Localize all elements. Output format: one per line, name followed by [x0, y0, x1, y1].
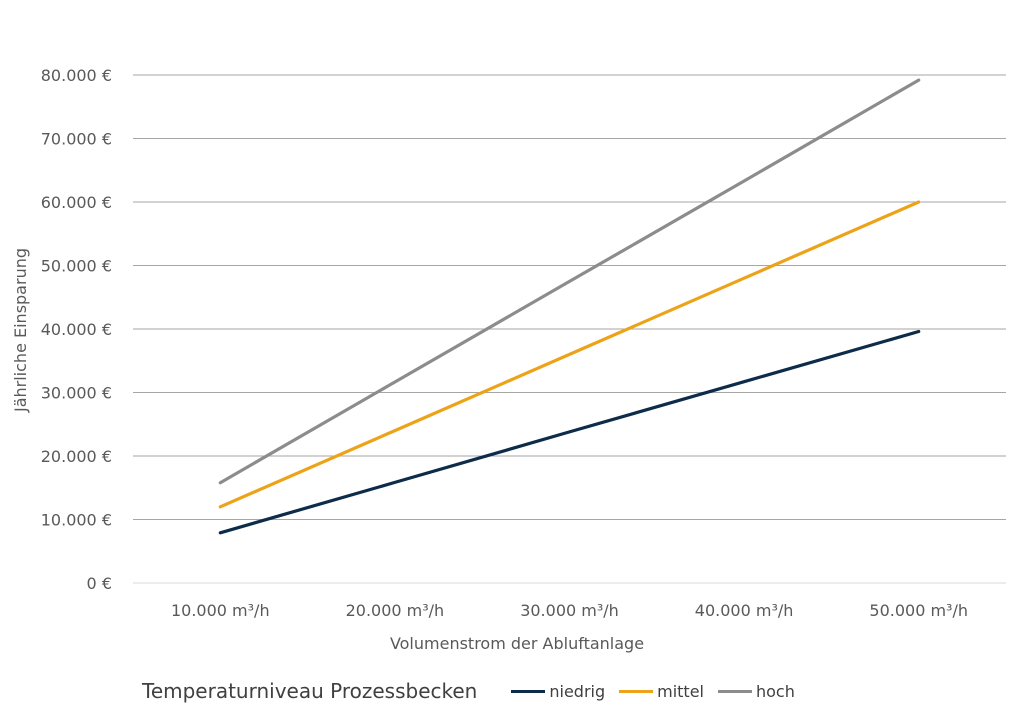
- series-line-niedrig: [218, 329, 921, 535]
- series-line-hoch: [218, 78, 921, 485]
- legend: Temperaturniveau Prozessbecken niedrig m…: [142, 676, 809, 706]
- y-tick-label: 60.000 €: [41, 193, 112, 212]
- x-axis-ticks: 10.000 m³/h 20.000 m³/h 30.000 m³/h 40.000 …: [171, 601, 968, 620]
- legend-label-hoch: hoch: [756, 681, 795, 701]
- y-tick-label: 70.000 €: [41, 130, 112, 149]
- y-tick-label: 50.000 €: [41, 257, 112, 276]
- y-axis-title: Jährliche Einsparung: [11, 248, 30, 413]
- x-tick-label: 40.000 m³/h: [695, 601, 794, 620]
- x-tick-label: 30.000 m³/h: [520, 601, 619, 620]
- legend-item-hoch: hoch: [718, 682, 795, 701]
- y-tick-label: 30.000 €: [41, 384, 112, 403]
- x-tick-label: 50.000 m³/h: [869, 601, 968, 620]
- legend-swatch-niedrig: [511, 689, 546, 693]
- y-tick-label: 10.000 €: [41, 511, 112, 530]
- legend-swatch-mittel: [619, 689, 654, 693]
- series-lines: [218, 78, 921, 535]
- legend-label-niedrig: niedrig: [549, 681, 606, 701]
- y-tick-label: 20.000 €: [41, 447, 112, 466]
- gridlines: [133, 74, 1006, 584]
- series-line-mittel: [218, 200, 921, 509]
- legend-label-mittel: mittel: [657, 681, 704, 701]
- x-axis-title: Volumenstrom der Abluftanlage: [390, 634, 644, 653]
- y-axis-ticks: 0 € 10.000 € 20.000 € 30.000 € 40.000 € 50.00…: [41, 66, 112, 593]
- legend-item-mittel: mittel: [619, 682, 704, 701]
- legend-title: Temperaturniveau Prozessbecken: [142, 679, 478, 703]
- y-tick-label: 0 €: [87, 574, 112, 593]
- legend-swatch-hoch: [718, 689, 752, 693]
- legend-item-niedrig: niedrig: [511, 682, 605, 701]
- y-tick-label: 40.000 €: [41, 320, 112, 339]
- x-tick-label: 20.000 m³/h: [346, 601, 445, 620]
- x-tick-label: 10.000 m³/h: [171, 601, 270, 620]
- y-tick-label: 80.000 €: [41, 66, 112, 85]
